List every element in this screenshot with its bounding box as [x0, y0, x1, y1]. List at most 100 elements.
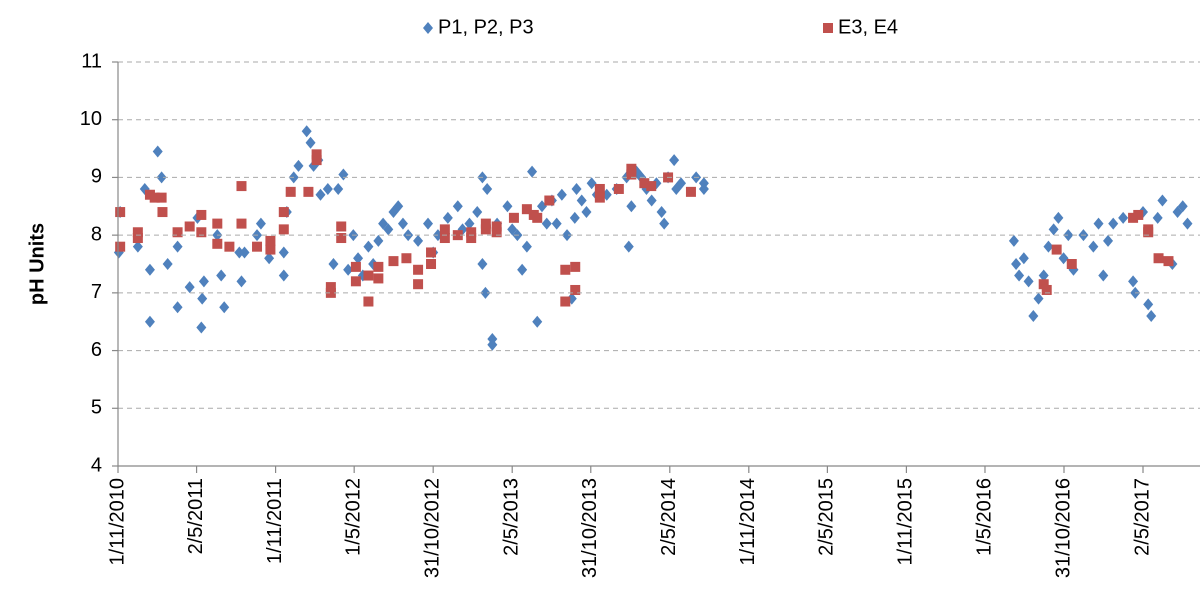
data-point [527, 165, 538, 178]
x-tick-label: 1/11/2014 [737, 478, 759, 566]
x-tick-label: 31/10/2012 [421, 478, 443, 578]
data-point [1103, 234, 1114, 247]
data-point [132, 240, 143, 253]
legend-item: E3, E4 [823, 16, 898, 38]
data-point [562, 229, 573, 242]
data-point [393, 200, 404, 213]
data-point [1018, 252, 1029, 265]
data-point [196, 321, 207, 334]
data-point [1038, 269, 1049, 282]
data-point [303, 186, 314, 197]
data-point [156, 171, 167, 184]
data-point [1048, 223, 1059, 236]
data-point [212, 238, 223, 249]
data-point [373, 261, 384, 272]
data-point [1058, 252, 1069, 265]
data-point [239, 246, 250, 259]
data-point [413, 264, 424, 275]
data-point [363, 270, 374, 281]
data-point [293, 159, 304, 172]
data-point [184, 281, 195, 294]
data-point [423, 217, 434, 230]
data-point [1182, 217, 1193, 230]
data-point [216, 269, 227, 282]
data-point [1133, 209, 1144, 220]
data-point [576, 194, 587, 207]
data-point [508, 212, 519, 223]
x-tick-label: 1/11/2011 [264, 478, 286, 564]
data-point [639, 178, 650, 189]
data-point [1011, 258, 1022, 270]
x-tick-label: 1/11/2015 [895, 478, 917, 566]
data-point [1053, 211, 1064, 224]
data-point [264, 252, 275, 265]
data-point [328, 258, 339, 270]
data-point [156, 192, 167, 203]
data-point [570, 261, 581, 272]
data-point [623, 240, 634, 253]
data-point [172, 301, 183, 314]
data-point [472, 206, 483, 219]
data-point [1033, 292, 1044, 305]
data-point [466, 233, 477, 244]
data-point [676, 177, 687, 190]
x-tick-label: 2/5/2014 [658, 478, 680, 556]
data-point [626, 163, 637, 174]
data-point [594, 192, 605, 203]
data-point [482, 182, 493, 195]
data-point [646, 181, 657, 192]
data-point [569, 211, 580, 224]
data-point [333, 182, 344, 195]
legend-label: P1, P2, P3 [438, 16, 534, 38]
data-point [551, 217, 562, 230]
x-tick-label: 2/5/2013 [500, 478, 522, 556]
x-tick-label: 2/5/2017 [1131, 478, 1153, 556]
x-tick-label: 31/10/2013 [579, 478, 601, 578]
data-point [1128, 275, 1139, 288]
data-point [149, 192, 160, 203]
data-point [311, 155, 322, 166]
data-point [255, 217, 266, 230]
data-point [466, 227, 477, 238]
data-point [659, 217, 670, 230]
legend-marker [823, 23, 833, 33]
data-point [521, 204, 532, 215]
y-tick-label: 6 [91, 339, 102, 361]
data-point [464, 217, 475, 230]
data-point [480, 224, 491, 235]
data-point [1088, 240, 1099, 253]
data-point [1152, 211, 1163, 224]
data-point [669, 154, 680, 167]
data-point [1093, 217, 1104, 230]
data-point [487, 338, 498, 351]
y-tick-label: 10 [80, 108, 102, 130]
data-point [373, 273, 384, 284]
data-point [132, 233, 143, 244]
data-point [157, 207, 168, 218]
y-tick-label: 4 [91, 454, 102, 476]
data-point [373, 234, 384, 247]
data-point [196, 209, 207, 220]
legend-item: P1, P2, P3 [423, 16, 534, 38]
x-tick-label: 31/10/2016 [1052, 478, 1074, 578]
data-point [517, 263, 528, 276]
data-point [521, 240, 532, 253]
data-point [184, 221, 195, 232]
data-point [544, 195, 555, 206]
data-point [1043, 240, 1054, 253]
data-point [224, 241, 235, 252]
data-point [1177, 200, 1188, 213]
data-point [1163, 256, 1174, 267]
data-point [1051, 244, 1062, 255]
data-point [234, 246, 245, 259]
data-point [132, 227, 143, 238]
data-point [301, 125, 312, 138]
data-point [439, 233, 450, 244]
data-point [1118, 211, 1129, 224]
data-point [363, 240, 374, 253]
data-point [685, 186, 696, 197]
data-point [353, 252, 364, 265]
data-point [144, 263, 155, 276]
data-point [172, 240, 183, 253]
data-point [452, 200, 463, 213]
